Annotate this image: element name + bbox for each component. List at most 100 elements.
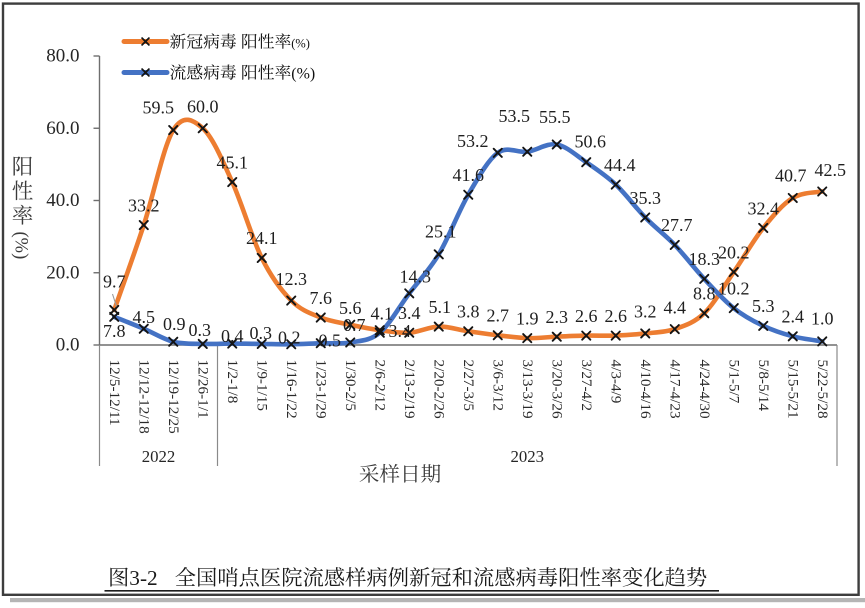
marker-x — [374, 325, 385, 336]
marker-x — [109, 304, 120, 316]
year-label: 2022 — [142, 447, 176, 466]
x-tick-label: 2/6-2/12 — [371, 360, 388, 411]
marker-x — [404, 327, 415, 338]
data-label: 1.0 — [811, 309, 834, 329]
svg-text:(%): (%) — [11, 232, 31, 260]
data-label: 12.3 — [276, 269, 308, 289]
data-label: 2.6 — [575, 306, 598, 326]
data-label: 44.4 — [604, 155, 636, 175]
marker-x — [551, 139, 562, 150]
bottom-shadow — [10, 598, 865, 603]
x-tick-label: 2/27-3/5 — [460, 360, 477, 411]
marker-x — [758, 320, 769, 331]
data-label: 3.4 — [389, 321, 412, 341]
x-tick-label: 5/22-5/28 — [814, 360, 831, 419]
data-label: 18.3 — [689, 249, 721, 269]
marker-x — [404, 288, 415, 299]
data-label: 4.4 — [664, 297, 687, 317]
legend-label-1: (%) — [170, 64, 315, 83]
marker-x — [669, 239, 680, 250]
data-label: 41.6 — [453, 165, 485, 185]
data-label: 55.5 — [539, 107, 571, 127]
marker-x — [610, 179, 621, 190]
x-tick-label: 2/20-2/26 — [430, 360, 447, 419]
marker-x — [138, 323, 149, 334]
marker-x — [168, 336, 179, 347]
x-tick-label: 5/1-5/7 — [725, 360, 742, 404]
x-tick-label: 4/10-4/16 — [637, 360, 654, 419]
marker-x — [787, 192, 798, 204]
data-label: 25.1 — [425, 222, 457, 242]
x-tick-label: 4/24-4/30 — [696, 360, 713, 419]
x-tick-label: 5/15-5/21 — [784, 360, 801, 419]
marker-x — [492, 147, 503, 158]
data-label: 7.8 — [103, 321, 126, 341]
marker-x — [463, 189, 474, 200]
y-tick-label: 40.0 — [46, 190, 79, 211]
marker-x — [109, 311, 120, 322]
x-tick-label: 3/27-4/2 — [578, 360, 595, 411]
caption-text: 3-2 — [110, 566, 707, 590]
data-label: 10.2 — [718, 279, 750, 299]
marker-x — [256, 338, 267, 349]
y-tick-label: 20.0 — [46, 262, 79, 283]
marker-x — [315, 338, 326, 349]
data-label: 53.5 — [499, 106, 531, 126]
x-tick-label: 12/12-12/18 — [135, 360, 152, 435]
marker-x — [433, 249, 444, 260]
year-label: 2023 — [510, 447, 544, 466]
data-label: 35.3 — [630, 188, 662, 208]
marker-x — [610, 330, 621, 341]
series-markers — [109, 123, 828, 350]
data-label: 3.2 — [634, 302, 657, 322]
x-tick-label: 1/30-2/5 — [342, 360, 359, 411]
x-tick-label: 5/8-5/14 — [755, 360, 772, 412]
y-tick-label: 0.0 — [56, 335, 80, 356]
marker-x — [699, 308, 710, 319]
x-tick-label: 12/5-12/11 — [106, 360, 123, 426]
data-label: 53.2 — [457, 131, 489, 151]
y-tick-label: 60.0 — [46, 118, 79, 139]
marker-x — [345, 337, 356, 348]
marker-x — [669, 324, 680, 335]
data-label: 7.6 — [310, 288, 333, 308]
marker-x — [640, 212, 651, 223]
marker-x — [256, 252, 267, 263]
data-label: 0.5 — [319, 331, 342, 351]
data-label: 5.3 — [752, 296, 775, 316]
x-tick-label: 1/2-1/8 — [224, 360, 241, 404]
x-tick-label: 4/3-4/9 — [607, 360, 624, 404]
data-label: 27.7 — [661, 215, 693, 235]
data-label: 2.7 — [487, 306, 510, 326]
marker-x — [286, 339, 297, 350]
data-label: 0.9 — [163, 314, 186, 334]
marker-x — [758, 222, 769, 234]
data-label: 59.5 — [143, 97, 175, 117]
marker-x — [315, 312, 326, 323]
x-tick-label: 3/6-3/12 — [489, 360, 506, 411]
marker-x — [492, 330, 503, 341]
marker-x — [227, 177, 238, 188]
marker-x — [551, 331, 562, 342]
data-label: 20.2 — [718, 242, 750, 262]
data-label: 60.0 — [187, 97, 219, 117]
y-axis: 0.0 20.0 40.0 60.0 80.0 — [46, 46, 101, 356]
marker-x — [138, 220, 149, 231]
marker-x — [699, 273, 710, 284]
marker-x — [168, 125, 179, 136]
marker-x — [374, 327, 385, 338]
marker-x — [463, 326, 474, 337]
data-label: 9.7 — [103, 271, 126, 291]
data-label: 24.1 — [246, 228, 278, 248]
marker-x — [581, 330, 592, 341]
marker-x — [197, 123, 208, 134]
data-label: 0.3 — [250, 323, 273, 343]
marker-x — [286, 295, 297, 306]
data-label: 40.7 — [775, 165, 807, 185]
x-tick-label: 1/23-1/29 — [312, 360, 329, 419]
y-title-unit: (%) — [11, 232, 31, 260]
y-tick-label: 80.0 — [46, 46, 79, 67]
data-label: 33.2 — [128, 195, 160, 215]
